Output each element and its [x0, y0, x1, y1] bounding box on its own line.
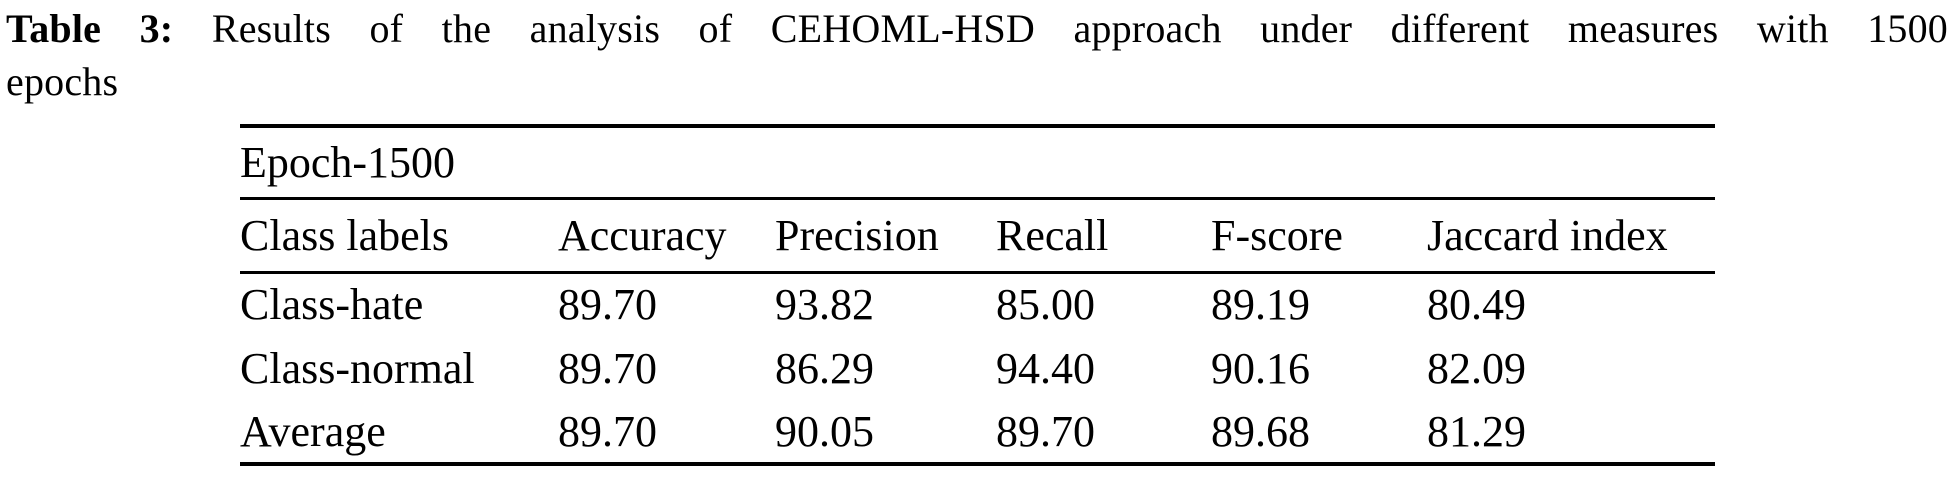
caption-label: Table 3: [6, 6, 174, 51]
table-caption: Table 3: Results of the analysis of CEHO… [6, 2, 1948, 108]
column-header-row: Class labels Accuracy Precision Recall F… [240, 198, 1715, 274]
span-header-row: Epoch-1500 [240, 126, 1715, 200]
table-row-class-hate: Class-hate 89.70 93.82 85.00 89.19 80.49 [240, 272, 1715, 336]
column-header-precision: Precision [775, 198, 996, 274]
row-label: Class-normal [240, 343, 475, 393]
caption-text: Results of the analysis of CEHOML-HSD ap… [211, 6, 1949, 51]
table-row-average: Average 89.70 90.05 89.70 89.68 81.29 [240, 400, 1715, 464]
row-label: Class-hate [240, 280, 424, 330]
table-row-class-normal: Class-normal 89.70 86.29 94.40 90.16 82.… [240, 336, 1715, 400]
cell-precision: 90.05 [775, 406, 874, 456]
cell-accuracy: 89.70 [558, 343, 657, 393]
cell-recall: 89.70 [996, 406, 1095, 456]
column-header-jaccard-index: Jaccard index [1427, 198, 1715, 274]
cell-precision: 93.82 [775, 280, 874, 330]
cell-jaccard-index: 81.29 [1427, 406, 1526, 456]
cell-precision: 86.29 [775, 343, 874, 393]
cell-recall: 85.00 [996, 280, 1095, 330]
cell-accuracy: 89.70 [558, 406, 657, 456]
row-label: Average [240, 406, 386, 456]
cell-recall: 94.40 [996, 343, 1095, 393]
cell-f-score: 89.68 [1211, 406, 1310, 456]
cell-jaccard-index: 80.49 [1427, 280, 1526, 330]
results-table: Epoch-1500 Class labels Accuracy Precisi… [240, 124, 1715, 466]
column-header-f-score: F-score [1211, 198, 1427, 274]
cell-accuracy: 89.70 [558, 280, 657, 330]
span-header-cell: Epoch-1500 [240, 126, 1715, 200]
cell-f-score: 90.16 [1211, 343, 1310, 393]
caption-line-2: epochs [6, 59, 119, 104]
cell-f-score: 89.19 [1211, 280, 1310, 330]
column-header-class-labels: Class labels [240, 198, 558, 274]
cell-jaccard-index: 82.09 [1427, 343, 1526, 393]
caption-line-1: Table 3: Results of the analysis of CEHO… [6, 2, 1948, 55]
column-header-accuracy: Accuracy [558, 198, 775, 274]
column-header-recall: Recall [996, 198, 1211, 274]
